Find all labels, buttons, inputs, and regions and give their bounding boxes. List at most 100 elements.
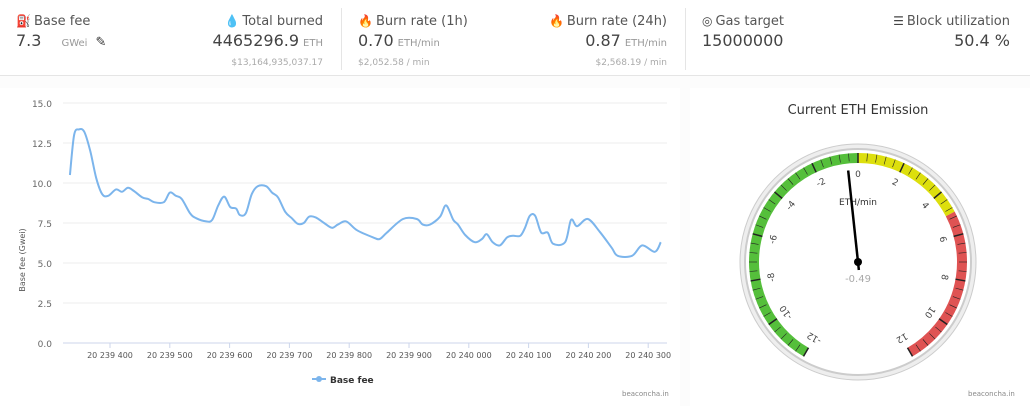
base-fee-unit: GWei [61, 38, 88, 49]
gauge-tick [820, 159, 824, 168]
gauge-tick [763, 207, 771, 212]
gauge-tick [949, 304, 957, 309]
gauge-tick [952, 224, 961, 228]
x-tick-label: 20 239 600 [207, 351, 253, 360]
stat-base-fee: ⛽ Base fee 7.3 GWei ✎ [16, 14, 106, 50]
block-utilization-value: 50.4 % [954, 31, 1010, 50]
gauge-tick-label: 0 [855, 170, 861, 180]
gauge-tick [935, 326, 942, 333]
series-line-base-fee [68, 127, 662, 258]
gauge-tick-label: 12 [894, 330, 909, 344]
y-tick-label: 12.5 [32, 140, 52, 150]
chart-credit[interactable]: beaconcha.in [622, 390, 669, 398]
gauge-unit: ETH/min [839, 198, 877, 208]
gauge-tick [945, 312, 953, 317]
y-tick-label: 2.5 [38, 300, 52, 310]
gauge-tick [759, 304, 767, 309]
gauge-tick [763, 312, 771, 317]
gas-target-value: 15000000 [702, 31, 784, 50]
y-tick-label: 5.0 [38, 260, 53, 270]
gauge-tick [915, 344, 921, 352]
burn-rate-24h-label: Burn rate (24h) [566, 14, 667, 29]
pencil-icon[interactable]: ✎ [95, 35, 107, 50]
gas-pump-icon: ⛽ [16, 14, 31, 28]
gauge-tick [957, 242, 966, 245]
gauge-tick [795, 344, 801, 352]
y-tick-label: 7.5 [38, 220, 52, 230]
fire-drop-icon: 💧 [224, 14, 240, 28]
gauge-tick [929, 184, 936, 191]
gauge-tick [899, 162, 905, 173]
stat-block-utilization: ☰ Block utilization 50.4 % [893, 14, 1010, 50]
emission-gauge: Current ETH Emission-12-10-8-6-4-2024681… [739, 103, 977, 381]
block-utilization-label: Block utilization [906, 14, 1010, 29]
gauge-tick [922, 339, 929, 346]
emission-gauge-card: Current ETH Emission -12 -10 -8 -6 -4 -2 0 2 4 6 8 1… [690, 88, 1030, 406]
x-tick-label: 20 240 100 [506, 351, 552, 360]
gauge-tick [768, 318, 778, 326]
gauge-tick-label: 8 [938, 273, 949, 281]
gauge-tick [755, 296, 764, 300]
gauge-value: -0.49 [845, 274, 871, 285]
fire-alt-icon: 🔥 [548, 14, 564, 28]
x-tick-label: 20 239 500 [147, 351, 193, 360]
stat-gas-target: ◎ Gas target 15000000 [702, 14, 784, 50]
y-tick-label: 15.0 [32, 100, 52, 110]
gauge-tick [829, 156, 833, 165]
total-burned-label: Total burned [242, 14, 323, 29]
x-tick-label: 20 240 300 [625, 351, 671, 360]
gauge-tick [780, 184, 787, 191]
gauge-tick [780, 333, 787, 340]
divider [685, 8, 686, 70]
gauge-tick [774, 191, 783, 199]
y-tick-label: 0.0 [38, 340, 53, 350]
gauge-tick [908, 167, 913, 175]
gauge-tick [955, 278, 966, 282]
gauge-tick-label: 6 [936, 235, 947, 243]
legend-item-base-fee[interactable]: Base fee [330, 376, 374, 386]
divider [341, 8, 342, 70]
stats-header: ⛽ Base fee 7.3 GWei ✎ 💧 Total burned 4465296… [0, 0, 1030, 76]
x-tick-label: 20 240 000 [446, 351, 492, 360]
total-burned-usd: $13,164,935,037.17 [231, 58, 323, 68]
gauge-tick [787, 178, 794, 185]
gauge-tick [787, 339, 794, 346]
gauge-tick [750, 278, 761, 282]
stat-burn-rate-1h: 🔥 Burn rate (1h) 0.70 ETH/min $2,052.58 / … [358, 14, 468, 68]
gauge-tick [949, 215, 957, 220]
y-tick-label: 10.0 [32, 180, 52, 190]
burn-rate-1h-usd: $2,052.58 / min [358, 58, 430, 68]
gauge-tick [759, 215, 767, 220]
gauge-tick [774, 326, 781, 333]
gauge-tick [752, 287, 761, 291]
gauge-tick [803, 167, 808, 175]
gauge-tick-label: 4 [919, 201, 931, 212]
burn-rate-1h-unit: ETH/min [397, 38, 440, 49]
x-tick-label: 20 239 400 [87, 351, 133, 360]
gauge-tick-label: -8 [767, 272, 778, 283]
gauge-tick [958, 252, 967, 254]
gauge-tick [933, 191, 942, 199]
gauge-tick [922, 178, 929, 185]
gauge-tick [953, 233, 964, 238]
bullseye-icon: ◎ [702, 14, 713, 28]
gauge-tick [795, 172, 801, 180]
gauge-tick [866, 153, 868, 162]
base-fee-value: 7.3 [16, 31, 42, 50]
gauge-tick [848, 153, 850, 162]
database-icon: ☰ [893, 14, 904, 28]
gauge-tick-label: -6 [768, 234, 780, 246]
gauge-needle [846, 170, 861, 271]
burn-rate-24h-usd: $2,568.19 / min [595, 58, 667, 68]
gauge-tick-label: -2 [815, 177, 827, 190]
burn-rate-24h-unit: ETH/min [624, 38, 667, 49]
burn-rate-1h-value: 0.70 [358, 31, 394, 50]
gauge-credit[interactable]: beaconcha.in [968, 390, 1015, 398]
total-burned-unit: ETH [303, 38, 323, 49]
gauge-tick [883, 156, 887, 165]
gauge-tick [749, 270, 758, 272]
x-tick-label: 20 239 900 [386, 351, 432, 360]
gauge-tick [940, 199, 948, 205]
gauge-tick [929, 333, 936, 340]
total-burned-value: 4465296.9 [212, 31, 300, 50]
